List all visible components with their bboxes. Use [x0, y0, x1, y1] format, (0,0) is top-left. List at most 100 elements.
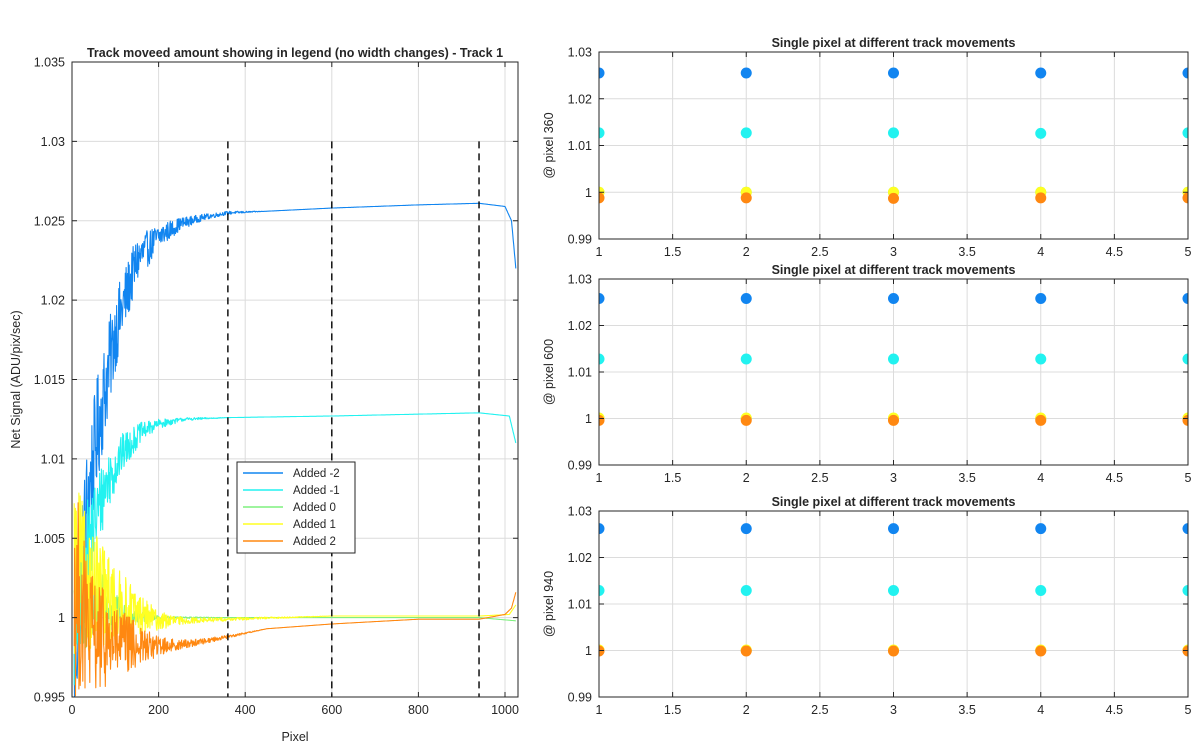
data-point: [599, 293, 605, 305]
x-tick-label: 2: [743, 703, 750, 717]
y-tick-label: 1: [585, 644, 592, 658]
y-axis-label: @ pixel 360: [542, 112, 556, 178]
data-point: [888, 645, 899, 657]
data-point: [888, 353, 899, 365]
x-tick-label: 5: [1185, 471, 1192, 485]
x-tick-label: 3.5: [958, 471, 975, 485]
y-tick-label: 1.01: [41, 452, 65, 466]
data-point: [740, 293, 752, 305]
y-tick-label: 1.015: [34, 373, 65, 387]
data-point: [740, 353, 752, 365]
data-point: [599, 192, 605, 204]
data-point: [1035, 127, 1047, 139]
data-point: [888, 127, 899, 139]
chart-title: Single pixel at different track movement…: [772, 36, 1016, 50]
data-point: [1182, 523, 1188, 535]
data-point: [888, 67, 899, 79]
plot-content: [599, 523, 1188, 657]
data-point: [1182, 67, 1188, 79]
x-tick-label: 400: [235, 703, 256, 717]
legend-entry-3: Added 1: [293, 519, 336, 531]
data-point: [1182, 293, 1188, 305]
data-point: [740, 523, 752, 535]
data-point: [1182, 353, 1188, 365]
data-point: [740, 192, 752, 204]
y-tick-label: 0.99: [568, 691, 592, 705]
x-axis-label: Pixel: [281, 730, 308, 744]
data-point: [1035, 523, 1047, 535]
y-tick-label: 1.02: [568, 92, 592, 106]
y-tick-label: 1.03: [41, 135, 65, 149]
series-line-3: [73, 492, 517, 655]
y-tick-label: 1: [585, 186, 592, 200]
y-tick-label: 0.995: [34, 691, 65, 705]
x-tick-label: 0: [69, 703, 76, 717]
data-point: [888, 523, 899, 535]
y-tick-label: 1.035: [34, 56, 65, 70]
x-tick-label: 1.5: [664, 245, 681, 259]
x-tick-label: 5: [1185, 245, 1192, 259]
y-tick-label: 1.005: [34, 532, 65, 546]
y-tick-label: 1.03: [568, 46, 592, 60]
x-tick-label: 800: [408, 703, 429, 717]
y-tick-label: 1.03: [568, 273, 592, 287]
chart-panel-3: 1 1.5 2 2.5 3 3.5 4 4.5 5 0.99 1 1.01 1.02 1.03 Single…: [542, 263, 1192, 485]
y-tick-label: 1.025: [34, 214, 65, 228]
data-point: [1035, 293, 1047, 305]
data-point: [740, 67, 752, 79]
x-tick-label: 1: [596, 245, 603, 259]
series-line-0: [73, 202, 517, 697]
y-tick-label: 1.02: [41, 294, 65, 308]
legend-entry-2: Added 0: [293, 502, 336, 514]
x-tick-label: 2.5: [811, 703, 828, 717]
data-point: [1182, 414, 1188, 426]
data-point: [599, 585, 605, 597]
x-tick-label: 2.5: [811, 471, 828, 485]
data-point: [1182, 192, 1188, 204]
data-point: [740, 414, 752, 426]
plot-content: [73, 202, 517, 697]
x-tick-label: 2: [743, 245, 750, 259]
x-tick-label: 1: [596, 471, 603, 485]
legend-entry-1: Added -1: [293, 485, 340, 497]
chart-title: Single pixel at different track movement…: [772, 263, 1016, 277]
data-point: [888, 192, 899, 204]
x-tick-label: 3: [890, 245, 897, 259]
y-tick-label: 0.99: [568, 459, 592, 473]
plot-content: [599, 67, 1188, 204]
legend-entry-0: Added -2: [293, 468, 340, 480]
data-point: [1035, 645, 1047, 657]
x-tick-label: 1.5: [664, 471, 681, 485]
data-point: [1035, 585, 1047, 597]
x-tick-label: 1: [596, 703, 603, 717]
x-tick-label: 600: [321, 703, 342, 717]
legend-entry-4: Added 2: [293, 536, 336, 548]
data-point: [599, 67, 605, 79]
x-tick-label: 3: [890, 703, 897, 717]
data-point: [599, 127, 605, 139]
x-tick-label: 3: [890, 471, 897, 485]
chart-title: Single pixel at different track movement…: [772, 495, 1016, 509]
data-point: [599, 523, 605, 535]
x-tick-label: 5: [1185, 703, 1192, 717]
y-tick-label: 0.99: [568, 233, 592, 247]
x-tick-label: 4.5: [1106, 703, 1123, 717]
data-point: [599, 353, 605, 365]
data-point: [888, 585, 899, 597]
x-tick-label: 1000: [491, 703, 519, 717]
data-point: [1035, 414, 1047, 426]
chart-title: Track moveed amount showing in legend (n…: [87, 46, 503, 60]
series-line-1: [73, 412, 517, 686]
data-point: [740, 645, 752, 657]
x-tick-label: 200: [148, 703, 169, 717]
y-axis-label: @ pixel 600: [542, 339, 556, 405]
data-point: [599, 414, 605, 426]
x-tick-label: 2.5: [811, 245, 828, 259]
data-point: [1035, 67, 1047, 79]
y-tick-label: 1.01: [568, 366, 592, 380]
y-tick-label: 1: [58, 611, 65, 625]
chart-panel-2: 1 1.5 2 2.5 3 3.5 4 4.5 5 0.99 1 1.01 1.02 1.03 Single…: [542, 36, 1192, 259]
data-point: [740, 585, 752, 597]
x-tick-label: 4.5: [1106, 245, 1123, 259]
